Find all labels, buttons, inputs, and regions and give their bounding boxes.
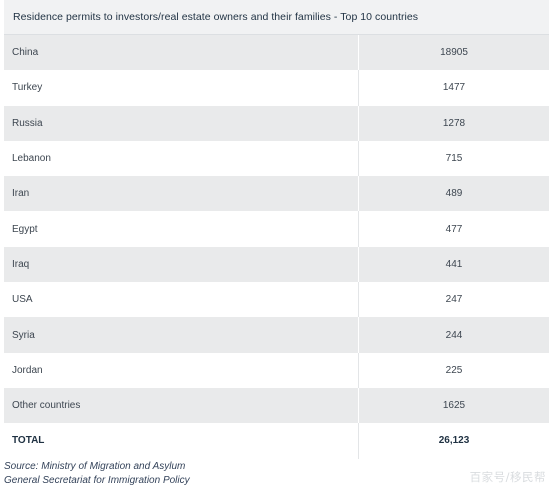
country-cell: USA (4, 282, 359, 318)
source-note: Source: Ministry of Migration and Asylum… (4, 460, 190, 487)
table-row: Russia 1278 (4, 105, 549, 141)
source-line-1: Source: Ministry of Migration and Asylum (4, 461, 186, 472)
table-title: Residence permits to investors/real esta… (4, 0, 549, 35)
watermark: 百家号/移民帮 (469, 470, 546, 484)
value-cell: 18905 (440, 47, 468, 59)
table-row: China 18905 (4, 35, 549, 71)
value-cell: 715 (445, 153, 463, 165)
value-cell: 247 (445, 294, 463, 306)
country-cell: Syria (4, 317, 359, 353)
value-cell: 1278 (442, 117, 466, 129)
total-value: 26,123 (438, 435, 470, 447)
table-row: Other countries 1625 (4, 387, 549, 424)
country-cell: China (4, 35, 359, 71)
source-line-2: General Secretariat for Immigration Poli… (4, 474, 190, 486)
table-row: USA 247 (4, 282, 549, 318)
value-cell: 1477 (442, 82, 466, 94)
country-cell: Other countries (4, 387, 359, 424)
country-cell: Iran (4, 176, 359, 212)
country-cell: Turkey (4, 70, 359, 106)
country-cell: Russia (4, 105, 359, 141)
table-row: Turkey 1477 (4, 70, 549, 106)
value-cell: 489 (445, 188, 463, 200)
table-row: Jordan 225 (4, 352, 549, 388)
table-row: Iran 489 (4, 176, 549, 212)
total-row: TOTAL 26,123 (4, 423, 549, 459)
table-row: Syria 244 (4, 317, 549, 353)
country-cell: Jordan (4, 352, 359, 388)
value-cell: 244 (445, 329, 463, 341)
value-cell: 477 (445, 223, 463, 235)
value-cell: 1625 (442, 400, 466, 412)
permits-table: Residence permits to investors/real esta… (4, 0, 549, 459)
table-row: Egypt 477 (4, 211, 549, 247)
country-cell: Egypt (4, 211, 359, 247)
table-row: Lebanon 715 (4, 140, 549, 177)
country-cell: Iraq (4, 246, 359, 283)
country-cell: Lebanon (4, 140, 359, 177)
total-label: TOTAL (4, 423, 359, 459)
value-cell: 441 (445, 258, 463, 270)
table-row: Iraq 441 (4, 246, 549, 283)
value-cell: 225 (445, 364, 463, 376)
